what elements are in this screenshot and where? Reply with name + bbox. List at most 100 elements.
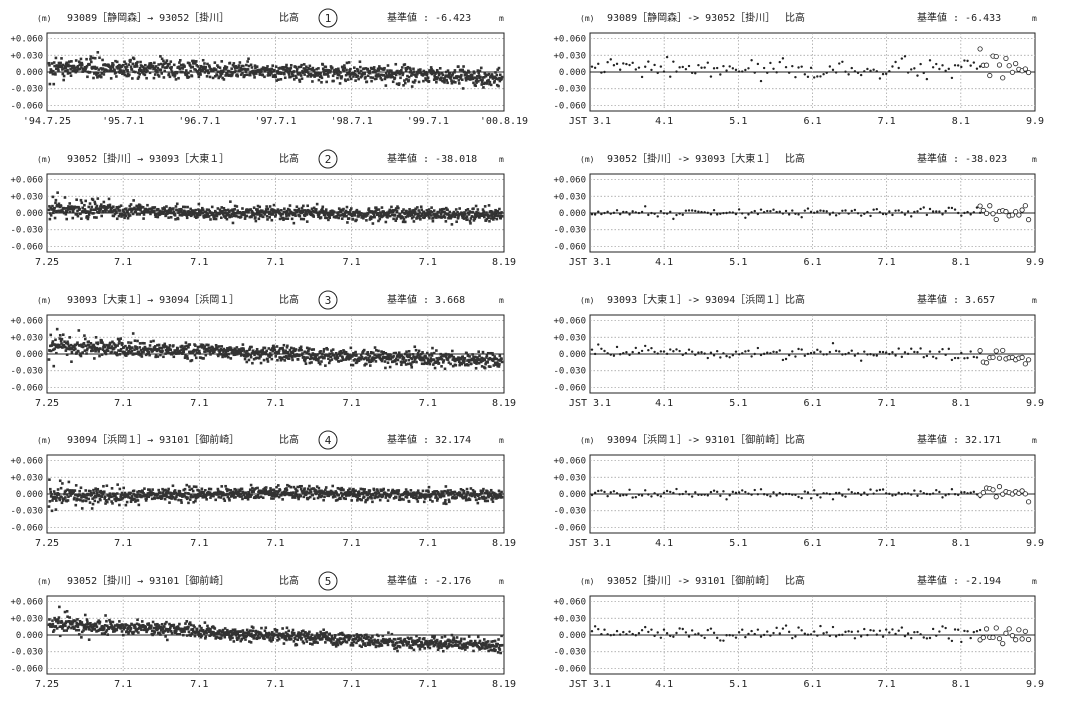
- quantity-label: 比高: [785, 574, 805, 587]
- x-tick-label: 7.1: [878, 398, 896, 409]
- y-tick-label: -0.060: [10, 664, 43, 674]
- data-points: [47, 191, 504, 226]
- unit-label: (m): [37, 155, 51, 164]
- y-tick-label: -0.030: [10, 507, 43, 517]
- x-tick-label: 7.1: [114, 538, 132, 549]
- x-tick-label: JST 3.1: [569, 398, 611, 409]
- y-tick-label: +0.030: [10, 614, 43, 624]
- reference-value-label: 基準値 : 32.174: [387, 433, 471, 446]
- chart-panel-4: (m) 93052［掛川］-> 93093［大東１］ 比高 基準値 : -38.023…: [553, 152, 1044, 268]
- x-tick-label: 8.19: [492, 538, 516, 549]
- x-tick-label: 7.1: [190, 257, 208, 268]
- x-tick-label: 7.1: [419, 257, 437, 268]
- x-tick-label: 8.1: [952, 679, 970, 690]
- y-tick-label: +0.060: [553, 317, 586, 327]
- x-tick-label: 8.1: [952, 538, 970, 549]
- panel-number-circle: [318, 8, 338, 28]
- y-tick-label: 0.000: [16, 350, 43, 360]
- data-points: [590, 624, 1032, 647]
- unit-right-label: m: [499, 436, 504, 445]
- x-tick-label: '94.7.25: [23, 116, 71, 127]
- reference-value-label: 基準値 : -6.433: [917, 11, 1001, 24]
- unit-label: (m): [37, 577, 51, 586]
- x-tick-label: 7.1: [266, 538, 284, 549]
- y-tick-label: -0.060: [553, 101, 586, 111]
- unit-label: (m): [580, 296, 594, 305]
- x-tick-label: 4.1: [655, 538, 673, 549]
- data-points: [590, 46, 1032, 83]
- x-tick-label: 9.9: [1026, 257, 1044, 268]
- unit-right-label: m: [499, 155, 504, 164]
- x-tick-label: 8.19: [492, 679, 516, 690]
- unit-label: (m): [580, 577, 594, 586]
- panel-number: 5: [325, 575, 332, 588]
- panel-number-circle: [318, 290, 338, 310]
- y-tick-label: 0.000: [559, 209, 586, 219]
- quantity-label: 比高: [785, 293, 805, 306]
- x-tick-label: 4.1: [655, 116, 673, 127]
- unit-right-label: m: [499, 577, 504, 586]
- unit-label: (m): [37, 436, 51, 445]
- reference-value-label: 基準値 : -38.018: [387, 152, 477, 165]
- x-tick-label: 9.9: [1026, 398, 1044, 409]
- x-tick-label: 7.1: [419, 538, 437, 549]
- x-tick-label: 7.1: [190, 679, 208, 690]
- y-tick-label: +0.030: [553, 51, 586, 61]
- chart-panel-5: (m) 93093［大東１］→ 93094［浜岡１］ 比高 3 基準値 : 3.668 m…: [10, 290, 516, 409]
- y-tick-label: +0.030: [10, 473, 43, 483]
- y-tick-label: -0.060: [10, 101, 43, 111]
- x-tick-label: 7.25: [35, 398, 59, 409]
- x-tick-label: 7.1: [878, 679, 896, 690]
- y-tick-label: -0.060: [553, 523, 586, 533]
- panel-number-circle: [318, 430, 338, 450]
- chart-panel-3: (m) 93052［掛川］→ 93093［大東１］ 比高 2 基準値 : -38.018…: [10, 149, 516, 268]
- x-tick-label: 6.1: [803, 398, 821, 409]
- panel-number: 2: [325, 153, 332, 166]
- chart-panel-7: (m) 93094［浜岡１］→ 93101［御前崎］ 比高 4 基準値 : 32.174…: [10, 430, 516, 549]
- x-tick-label: 5.1: [729, 116, 747, 127]
- x-tick-label: 7.25: [35, 679, 59, 690]
- x-tick-label: 8.1: [952, 116, 970, 127]
- x-tick-label: 6.1: [803, 116, 821, 127]
- route-label: 93094［浜岡１］-> 93101［御前崎］: [607, 433, 785, 446]
- x-tick-label: 9.9: [1026, 679, 1044, 690]
- x-tick-label: 5.1: [729, 538, 747, 549]
- y-tick-label: -0.030: [553, 507, 586, 517]
- route-label: 93089［静岡森］-> 93052［掛川］: [607, 11, 775, 24]
- y-tick-label: +0.030: [553, 473, 586, 483]
- x-tick-label: 7.1: [114, 679, 132, 690]
- quantity-label: 比高: [279, 433, 299, 446]
- y-tick-label: +0.030: [10, 51, 43, 61]
- y-tick-label: 0.000: [559, 68, 586, 78]
- route-label: 93094［浜岡１］→ 93101［御前崎］: [67, 433, 239, 446]
- y-tick-label: +0.030: [553, 333, 586, 343]
- y-tick-label: -0.060: [10, 383, 43, 393]
- route-label: 93052［掛川］→ 93101［御前崎］: [67, 574, 229, 587]
- x-tick-label: 9.9: [1026, 116, 1044, 127]
- x-tick-label: 7.1: [419, 398, 437, 409]
- y-tick-label: -0.060: [10, 523, 43, 533]
- x-tick-label: 7.1: [343, 679, 361, 690]
- x-tick-label: '99.7.1: [407, 116, 449, 127]
- route-label: 93093［大東１］-> 93094［浜岡１］: [607, 293, 785, 306]
- x-tick-label: 7.1: [190, 538, 208, 549]
- data-points: [47, 327, 504, 371]
- x-tick-label: 7.25: [35, 538, 59, 549]
- chart-panel-6: (m) 93093［大東１］-> 93094［浜岡１］ 比高 基準値 : 3.657 m…: [553, 293, 1044, 409]
- y-tick-label: -0.030: [553, 648, 586, 658]
- panel-number: 1: [325, 12, 332, 25]
- unit-right-label: m: [1032, 436, 1037, 445]
- y-tick-label: -0.030: [10, 648, 43, 658]
- x-tick-label: '98.7.1: [331, 116, 373, 127]
- reference-value-label: 基準値 : -6.423: [387, 11, 471, 24]
- unit-right-label: m: [499, 14, 504, 23]
- x-tick-label: 8.1: [952, 398, 970, 409]
- quantity-label: 比高: [785, 11, 805, 24]
- panel-number: 4: [325, 434, 332, 447]
- x-tick-label: 7.1: [343, 538, 361, 549]
- panel-number-circle: [318, 149, 338, 169]
- x-tick-label: 8.19: [492, 398, 516, 409]
- x-tick-label: 4.1: [655, 398, 673, 409]
- x-tick-label: 5.1: [729, 398, 747, 409]
